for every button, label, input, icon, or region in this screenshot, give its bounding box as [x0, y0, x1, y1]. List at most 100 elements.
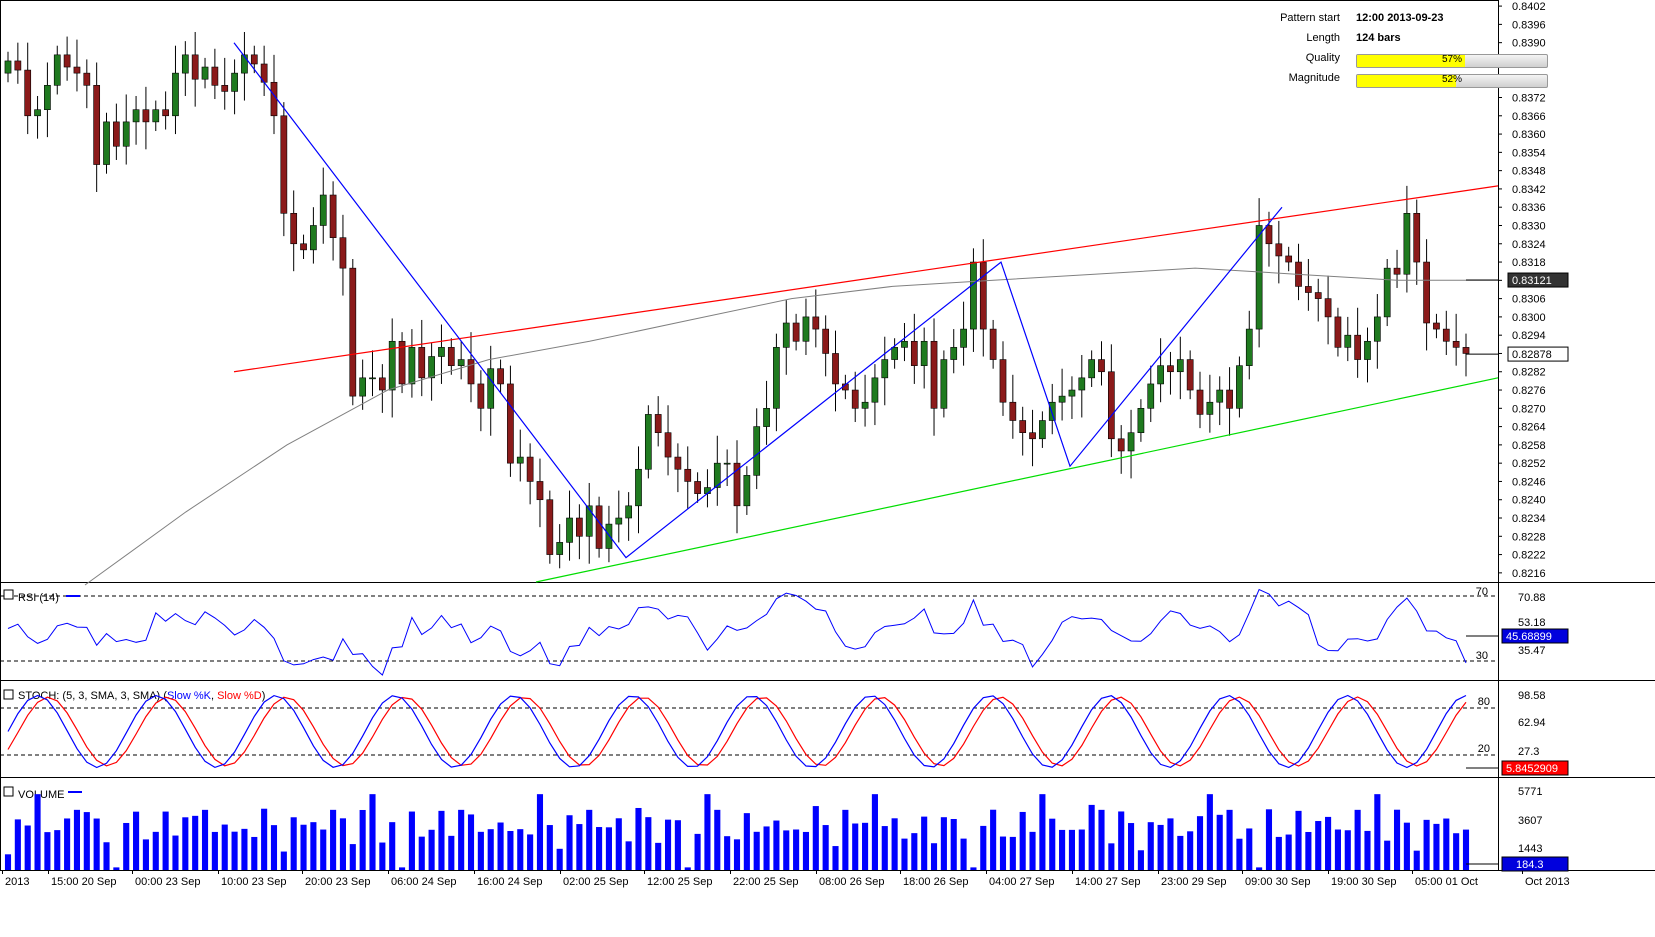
candle-body — [398, 340, 406, 385]
volume-bar — [133, 811, 140, 870]
candle-body — [290, 212, 298, 245]
candle-body — [743, 475, 751, 507]
candle-body — [428, 356, 435, 379]
volume-bar — [832, 846, 839, 870]
volume-bar — [783, 830, 790, 870]
volume-toggle-icon — [3, 786, 14, 797]
last-price-label: 0.82878 — [1512, 349, 1552, 361]
candle-body — [1157, 365, 1164, 385]
candle-body — [1324, 298, 1332, 318]
volume-bar — [891, 818, 898, 870]
price-tick-label: 0.8324 — [1512, 239, 1546, 251]
candle-body — [566, 517, 573, 543]
volume-bar — [1068, 829, 1075, 870]
magnitude-label: Magnitude — [1288, 72, 1340, 84]
price-tick-label: 0.8390 — [1512, 38, 1546, 50]
price-tick-label: 0.8216 — [1512, 568, 1546, 580]
candle-body — [635, 468, 642, 507]
volume-bar — [1295, 810, 1302, 870]
price-tick-label: 0.8336 — [1512, 202, 1546, 214]
candle-body — [270, 81, 278, 117]
volume-bar — [192, 815, 199, 870]
candle-body — [467, 359, 475, 385]
candle-body — [1442, 328, 1450, 342]
volume-bar — [881, 826, 888, 870]
candle-body — [1176, 359, 1184, 373]
candle-body — [733, 462, 741, 507]
length-value: 124 bars — [1356, 32, 1401, 44]
price-tick-label: 0.8246 — [1512, 476, 1546, 488]
volume-bar — [980, 825, 987, 870]
candle-body — [1009, 401, 1017, 421]
price-tick-label: 0.8366 — [1512, 111, 1546, 123]
volume-bar — [1236, 838, 1243, 870]
time-tick-label: 16:00 24 Sep — [477, 876, 542, 888]
candle-body — [773, 347, 780, 409]
candle-body — [181, 54, 189, 74]
volume-bar — [704, 794, 711, 870]
volume-bar — [1147, 822, 1154, 870]
volume-bar — [1344, 830, 1351, 870]
rsi-level-30-label: 30 — [1476, 650, 1488, 662]
candle-body — [546, 499, 554, 555]
pattern-start-row: Pattern start 12:00 2013-09-23 — [1220, 12, 1510, 30]
candle-body — [221, 85, 229, 92]
volume-bar — [1285, 834, 1292, 870]
pattern-start-label: Pattern start — [1280, 12, 1340, 24]
volume-bar — [1029, 831, 1036, 870]
volume-bar — [1443, 818, 1450, 870]
candle-body — [103, 121, 110, 165]
candle-body — [1019, 420, 1027, 433]
time-tick-label: 06:00 24 Sep — [391, 876, 456, 888]
quality-label: Quality — [1305, 52, 1340, 64]
current-price-box — [1507, 272, 1569, 288]
time-tick-label: 08:00 26 Sep — [819, 876, 884, 888]
price-tick-label: 0.8360 — [1512, 129, 1546, 141]
candle-body — [585, 505, 593, 537]
volume-bar — [911, 833, 918, 870]
volume-bar — [694, 833, 701, 870]
candle-body — [477, 383, 485, 409]
volume-bar — [369, 794, 376, 870]
volume-bar — [1157, 824, 1164, 870]
candle-body — [1137, 408, 1145, 433]
volume-bar — [64, 818, 71, 870]
volume-bar — [635, 807, 642, 870]
candle-body — [644, 414, 652, 470]
candle-body — [1314, 292, 1322, 299]
volume-bar — [1216, 814, 1223, 870]
volume-tick-label: 5771 — [1518, 786, 1542, 798]
candle-body — [822, 328, 830, 354]
volume-bar — [103, 842, 110, 870]
candle-body — [438, 347, 445, 357]
volume-bar — [1206, 794, 1213, 870]
moving-average-line — [84, 267, 1498, 586]
time-tick-label: 19:00 30 Sep — [1331, 876, 1396, 888]
time-tick-label: 00:00 23 Sep — [135, 876, 200, 888]
candle-body — [851, 389, 859, 409]
quality-bar-fill — [1357, 55, 1466, 67]
volume-bar — [1315, 821, 1322, 870]
candle-body — [34, 109, 41, 117]
candle-body — [83, 72, 91, 86]
magnitude-percent: 52% — [1441, 74, 1462, 85]
volume-bar — [714, 809, 721, 870]
candle-body — [595, 505, 603, 549]
volume-bar — [802, 831, 810, 870]
volume-bar — [1275, 836, 1282, 870]
stoch-title: STOCH: (5, 3, SMA, 3, SMA) (Slow %K, Slo… — [18, 690, 265, 702]
volume-bar — [1078, 829, 1085, 870]
candle-body — [201, 66, 209, 80]
candle-body — [329, 194, 337, 238]
candle-body — [723, 462, 731, 465]
stoch-d-label: Slow %D — [217, 690, 262, 702]
candle-body — [1226, 389, 1233, 409]
volume-bar — [901, 838, 908, 870]
volume-bar — [733, 839, 741, 870]
candle-body — [122, 121, 130, 147]
time-tick-label: 20:00 23 Sep — [305, 876, 370, 888]
stoch-close: ) — [262, 690, 266, 702]
candle-body — [1117, 438, 1125, 452]
candle-body — [901, 340, 908, 348]
